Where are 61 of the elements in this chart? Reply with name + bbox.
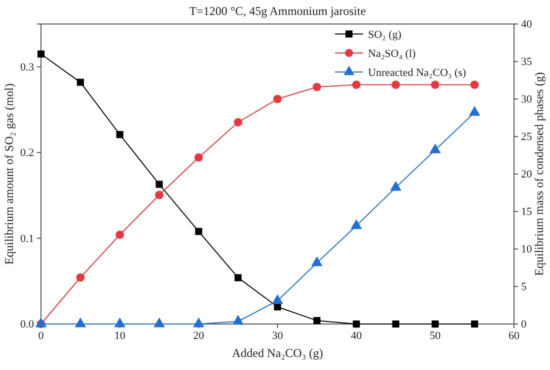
point bbox=[390, 180, 402, 191]
x-axis-title: Added Na₂CO₃ (g) bbox=[232, 346, 324, 360]
point bbox=[193, 317, 204, 328]
point bbox=[35, 317, 47, 328]
y-axis-title: Equilibrium amount of SO₂ gas (mol) bbox=[2, 83, 16, 265]
point bbox=[350, 219, 362, 230]
point bbox=[116, 230, 124, 239]
y2-tick-label: 10 bbox=[521, 244, 532, 256]
y2-tick-label: 20 bbox=[521, 168, 532, 181]
y2-tick-label: 40 bbox=[521, 18, 532, 31]
point bbox=[195, 228, 202, 235]
y2-tick-label: 35 bbox=[521, 56, 532, 68]
y2-tick-label: 30 bbox=[521, 94, 532, 106]
point bbox=[392, 80, 400, 89]
point bbox=[352, 320, 360, 328]
point bbox=[430, 80, 440, 89]
point bbox=[234, 118, 242, 126]
point bbox=[273, 94, 282, 104]
point bbox=[116, 131, 124, 138]
y2-tick-label: 25 bbox=[521, 131, 532, 144]
chart-title: T=1200 °C, 45g Ammonium jarosite bbox=[189, 4, 366, 18]
point bbox=[432, 320, 439, 328]
y2-tick-label: 15 bbox=[521, 206, 532, 218]
x-tick-label: 20 bbox=[193, 330, 205, 342]
y2-tick-label: 5 bbox=[521, 281, 527, 294]
point bbox=[272, 294, 284, 304]
point bbox=[37, 50, 45, 58]
point bbox=[194, 153, 203, 162]
legend-label: SO₂ (g) bbox=[368, 29, 402, 41]
point bbox=[154, 317, 165, 328]
y-tick-label: 0.2 bbox=[20, 147, 34, 160]
legend-label: Na₂SO₄ (l) bbox=[368, 48, 416, 60]
point bbox=[156, 180, 163, 188]
point bbox=[74, 317, 86, 328]
point bbox=[313, 317, 320, 324]
x-tick-label: 40 bbox=[350, 330, 362, 342]
y2-tick-label: 0 bbox=[521, 318, 527, 331]
legend-label: Unreacted Na₂CO₃ (s) bbox=[368, 67, 466, 79]
y-tick-label: 0.0 bbox=[20, 318, 34, 331]
point bbox=[471, 320, 478, 328]
x-tick-label: 30 bbox=[272, 330, 284, 342]
point bbox=[232, 314, 244, 325]
point bbox=[155, 190, 164, 200]
point bbox=[430, 143, 441, 154]
y2-axis-title: Equilibrium mass of condensed phases (g) bbox=[532, 72, 546, 276]
point bbox=[274, 303, 282, 310]
point bbox=[114, 317, 126, 328]
x-tick-label: 10 bbox=[114, 330, 126, 342]
point bbox=[76, 273, 85, 282]
point bbox=[76, 78, 84, 86]
x-tick-label: 0 bbox=[38, 330, 44, 342]
point bbox=[392, 320, 400, 328]
point bbox=[234, 274, 242, 282]
point bbox=[311, 256, 323, 266]
x-tick-label: 50 bbox=[430, 330, 442, 342]
x-tick-label: 60 bbox=[508, 330, 520, 342]
point bbox=[470, 80, 479, 89]
y-tick-label: 0.1 bbox=[20, 232, 34, 245]
point bbox=[352, 80, 361, 89]
point bbox=[312, 82, 322, 92]
y-tick-label: 0.3 bbox=[20, 61, 34, 74]
